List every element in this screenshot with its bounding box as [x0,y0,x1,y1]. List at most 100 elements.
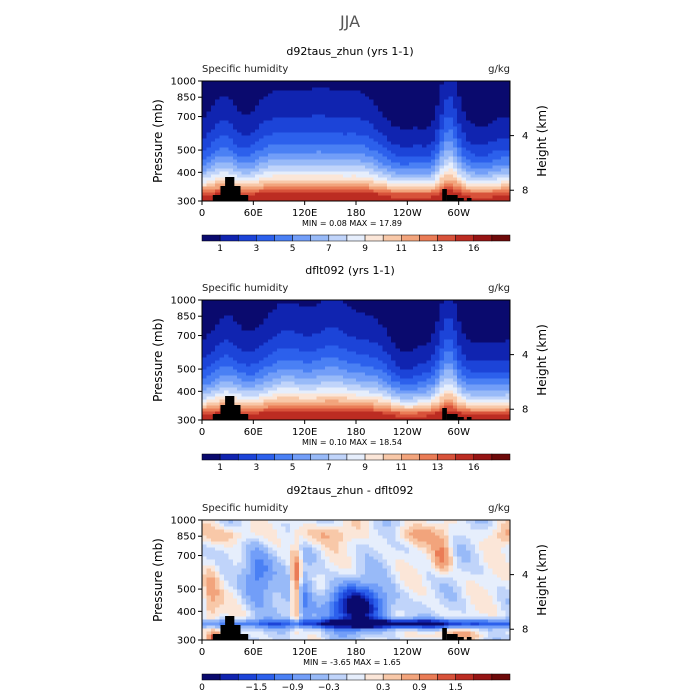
heatmap-cell [312,357,317,361]
heatmap-cell [369,174,375,178]
heatmap-cell [268,183,273,187]
heatmap-cell [452,162,458,166]
heatmap-cell [391,354,397,358]
heatmap-cell [215,183,221,187]
heatmap-cell [285,363,291,367]
heatmap-cell [430,399,436,403]
heatmap-cell [457,114,463,118]
heatmap-cell [479,84,485,88]
heatmap-cell [263,390,269,394]
heatmap-cell [320,174,326,178]
heatmap-cell [334,336,339,340]
heatmap-cell [206,390,212,394]
heatmap-cell [312,342,317,346]
heatmap-cell [386,117,392,121]
heatmap-cell [452,153,458,157]
heatmap-cell [356,384,361,388]
heatmap-cell [312,141,317,145]
heatmap-cell [426,378,432,382]
heatmap-cell [356,102,361,106]
colorbar-box [292,234,311,242]
heatmap-cell [422,399,427,403]
heatmap-cell [448,333,454,337]
heatmap-cell [364,108,370,112]
heatmap-cell [413,378,419,382]
heatmap-cell [386,111,392,115]
heatmap-cell [202,384,207,388]
heatmap-cell [413,84,419,88]
heatmap-cell [439,180,445,184]
heatmap-cell [232,183,238,187]
heatmap-cell [360,123,366,127]
heatmap-cell [320,369,326,373]
heatmap-cell [241,123,247,127]
heatmap-cell [466,150,471,154]
heatmap-cell [404,108,410,112]
heatmap-cell [492,381,498,385]
heatmap-cell [461,87,467,91]
heatmap-cell [334,366,339,370]
heatmap-cell [268,141,273,145]
heatmap-cell [483,141,489,145]
heatmap-cell [470,384,476,388]
heatmap-cell [347,135,353,139]
heatmap-cell [461,363,467,367]
heatmap-cell [430,180,436,184]
heatmap-cell [474,87,480,91]
heatmap-cell [206,369,212,373]
heatmap-cell [276,186,282,190]
heatmap-cell [395,195,401,199]
heatmap-cell [505,144,511,148]
heatmap-cell [320,417,326,421]
heatmap-cell [391,366,397,370]
colorbar-box [256,234,275,242]
heatmap-cell [422,177,427,181]
heatmap-cell [373,87,379,91]
heatmap-cell [382,180,388,184]
heatmap-cell [329,153,335,157]
heatmap-cell [413,192,419,196]
heatmap-cell [479,333,485,337]
heatmap-cell [232,387,238,391]
heatmap-cell [501,126,507,130]
heatmap-cell [378,186,383,190]
heatmap-cell [281,141,287,145]
heatmap-cell [237,369,243,373]
heatmap-cell [483,168,489,172]
heatmap-cell [400,336,405,340]
heatmap-cell [347,93,353,97]
heatmap-cell [316,180,322,184]
heatmap-cell [444,99,449,103]
heatmap-cell [426,120,432,124]
heatmap-cell [466,369,471,373]
heatmap-cell [452,402,458,406]
heatmap-cell [329,417,335,421]
heatmap-cell [417,363,423,367]
heatmap-cell [334,345,339,349]
heatmap-cell [373,159,379,163]
heatmap-cell [263,327,269,331]
heatmap-cell [206,132,212,136]
heatmap-cell [294,159,300,163]
heatmap-cell [281,87,287,91]
heatmap-cell [329,378,335,382]
heatmap-cell [303,417,309,421]
heatmap-cell [395,186,401,190]
heatmap-cell [215,375,221,379]
heatmap-cell [334,105,339,109]
heatmap-cell [316,141,322,145]
heatmap-cell [237,396,243,400]
heatmap-cell [400,141,405,145]
heatmap-cell [496,108,502,112]
y-tick-label: 400 [177,168,196,179]
heatmap-cell [461,159,467,163]
heatmap-cell [400,126,405,130]
heatmap-cell [413,339,419,343]
heatmap-cell [307,141,313,145]
heatmap-cell [470,195,476,199]
heatmap-cell [202,81,207,85]
heatmap-cell [356,159,361,163]
heatmap-cell [395,375,401,379]
heatmap-cell [334,402,339,406]
heatmap-cell [303,171,309,175]
